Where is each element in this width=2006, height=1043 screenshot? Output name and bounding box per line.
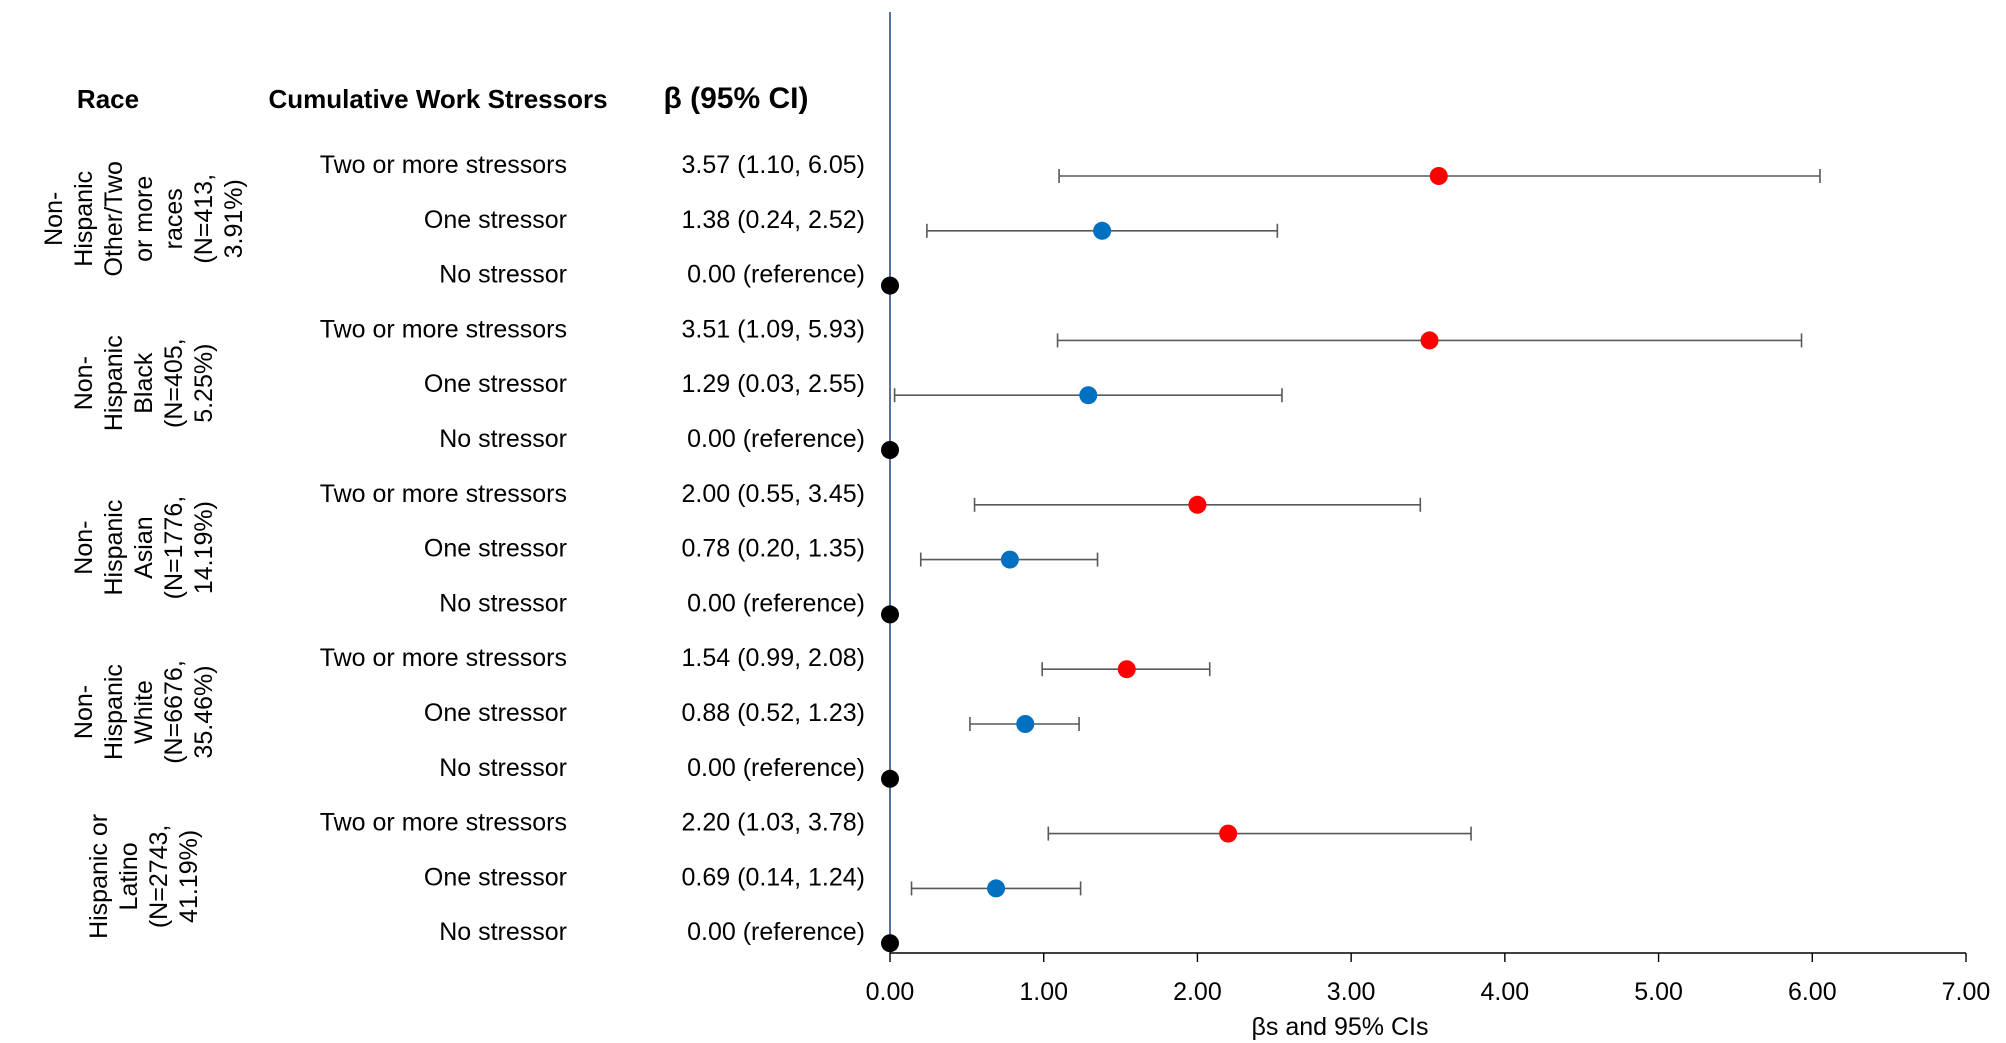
stressor-row-label: Two or more stressors xyxy=(320,315,567,343)
header-race: Race xyxy=(77,84,139,114)
beta-ci-label: 0.78 (0.20, 1.35) xyxy=(682,535,865,563)
race-group-label: Non-HispanicWhite(N=6676,35.46%) xyxy=(70,660,218,764)
race-group-label-line: Non- xyxy=(70,521,98,575)
x-tick-label: 1.00 xyxy=(1019,978,1068,1006)
x-axis-ticks xyxy=(889,953,1967,962)
race-group-label-line: 35.46%) xyxy=(190,665,218,758)
point-estimate-marker xyxy=(881,276,899,295)
race-group-label-line: (N=1776, xyxy=(160,496,188,600)
beta-ci-label: 3.57 (1.10, 6.05) xyxy=(682,151,865,179)
stressor-row-label: One stressor xyxy=(424,206,567,234)
beta-ci-label: 1.38 (0.24, 2.52) xyxy=(682,206,865,234)
point-estimate-marker xyxy=(987,879,1006,898)
beta-ci-label: 1.29 (0.03, 2.55) xyxy=(682,370,865,398)
x-tick-label: 3.00 xyxy=(1327,978,1376,1006)
beta-ci-label: 2.00 (0.55, 3.45) xyxy=(682,480,865,508)
point-estimate-marker xyxy=(1079,386,1098,405)
race-group-label-line: (N=2743, xyxy=(145,825,173,929)
beta-ci-label: 0.00 (reference) xyxy=(687,425,865,453)
race-group-label: Non-HispanicOther/Twoor moreraces(N=413,… xyxy=(40,161,248,276)
x-axis-title: βs and 95% CIs xyxy=(1252,1013,1429,1041)
race-group-label: Non-HispanicBlack(N=405,5.25%) xyxy=(70,335,218,431)
beta-ci-label: 0.00 (reference) xyxy=(687,918,865,946)
race-group-label-line: Hispanic xyxy=(100,664,128,760)
race-group-label-line: Non- xyxy=(70,356,98,410)
point-estimate-marker xyxy=(881,441,899,459)
stressor-row-label: One stressor xyxy=(424,535,567,563)
race-group-label-line: Other/Two xyxy=(100,161,128,276)
beta-ci-label: 0.00 (reference) xyxy=(687,261,865,289)
x-axis-tick-labels: 0.00 1.00 2.00 3.00 4.00 5.00 6.00 7.00 xyxy=(866,978,1991,1006)
race-group-label-line: Non- xyxy=(70,685,98,739)
race-group-label-line: 14.19%) xyxy=(190,501,218,594)
stressor-row-label: No stressor xyxy=(439,918,567,946)
x-tick-label: 6.00 xyxy=(1788,978,1837,1006)
race-group-label: Non-HispanicAsian(N=1776,14.19%) xyxy=(70,496,218,600)
race-group-label-line: Latino xyxy=(115,842,143,910)
point-estimate-marker xyxy=(1188,495,1207,514)
race-group-label-line: (N=413, xyxy=(190,174,218,264)
race-group-label-line: Hispanic or xyxy=(85,814,113,939)
race-group-label-line: 41.19%) xyxy=(175,830,203,923)
beta-ci-label: 1.54 (0.99, 2.08) xyxy=(682,644,865,672)
stressor-row-label: One stressor xyxy=(424,863,567,891)
stressor-row-labels: Two or more stressors One stressor No stre… xyxy=(320,151,567,946)
point-estimates xyxy=(881,167,1448,953)
stressor-row-label: Two or more stressors xyxy=(320,151,567,179)
stressor-row-label: Two or more stressors xyxy=(320,809,567,837)
point-estimate-marker xyxy=(1429,167,1448,185)
stressor-row-label: No stressor xyxy=(439,261,567,289)
beta-ci-label: 3.51 (1.09, 5.93) xyxy=(682,315,865,343)
beta-ci-label: 0.88 (0.52, 1.23) xyxy=(682,699,865,727)
point-estimate-marker xyxy=(1117,660,1136,679)
x-tick-label: 2.00 xyxy=(1173,978,1222,1006)
stressor-row-label: No stressor xyxy=(439,589,567,617)
beta-ci-labels: 3.57 (1.10, 6.05) 1.38 (0.24, 2.52) 0.00 (… xyxy=(682,151,865,946)
stressor-row-label: Two or more stressors xyxy=(320,480,567,508)
stressor-row-label: No stressor xyxy=(439,425,567,453)
beta-ci-label: 0.00 (reference) xyxy=(687,754,865,782)
race-group-label-line: (N=405, xyxy=(160,338,188,428)
header-beta-ci: β (95% CI) xyxy=(663,82,808,115)
race-group-label-line: or more xyxy=(130,176,158,262)
beta-ci-label: 0.69 (0.14, 1.24) xyxy=(682,863,865,891)
point-estimate-marker xyxy=(881,605,899,624)
race-group-label-line: races xyxy=(160,188,188,249)
x-tick-label: 0.00 xyxy=(866,978,915,1006)
x-tick-label: 4.00 xyxy=(1481,978,1530,1006)
stressor-row-label: One stressor xyxy=(424,370,567,398)
race-group-label-line: Black xyxy=(130,352,158,414)
beta-ci-label: 0.00 (reference) xyxy=(687,589,865,617)
point-estimate-marker xyxy=(881,769,899,788)
confidence-interval-whiskers xyxy=(893,169,1821,896)
race-group-label-line: Asian xyxy=(130,516,158,579)
race-group-labels: Non-HispanicOther/Twoor moreraces(N=413,… xyxy=(40,161,248,939)
race-group-label-line: Hispanic xyxy=(70,171,98,267)
stressor-row-label: One stressor xyxy=(424,699,567,727)
race-group-label-line: Non- xyxy=(40,192,68,246)
point-estimate-marker xyxy=(1016,715,1035,733)
race-group-label-line: White xyxy=(130,680,158,744)
point-estimate-marker xyxy=(1219,824,1238,843)
race-group-label-line: 3.91%) xyxy=(220,179,248,258)
x-tick-label: 7.00 xyxy=(1942,978,1991,1006)
race-group-label-line: Hispanic xyxy=(100,335,128,431)
stressor-row-label: No stressor xyxy=(439,754,567,782)
race-group-label: Hispanic orLatino(N=2743,41.19%) xyxy=(85,814,203,939)
point-estimate-marker xyxy=(1000,550,1019,569)
race-group-label-line: Hispanic xyxy=(100,500,128,596)
header-cumulative-work-stressors: Cumulative Work Stressors xyxy=(268,84,607,114)
point-estimate-marker xyxy=(1093,221,1112,240)
race-group-label-line: (N=6676, xyxy=(160,660,188,764)
point-estimate-marker xyxy=(881,934,899,953)
point-estimate-marker xyxy=(1420,331,1439,350)
race-group-label-line: 5.25%) xyxy=(190,344,218,423)
beta-ci-label: 2.20 (1.03, 3.78) xyxy=(682,809,865,837)
stressor-row-label: Two or more stressors xyxy=(320,644,567,672)
x-tick-label: 5.00 xyxy=(1634,978,1683,1006)
